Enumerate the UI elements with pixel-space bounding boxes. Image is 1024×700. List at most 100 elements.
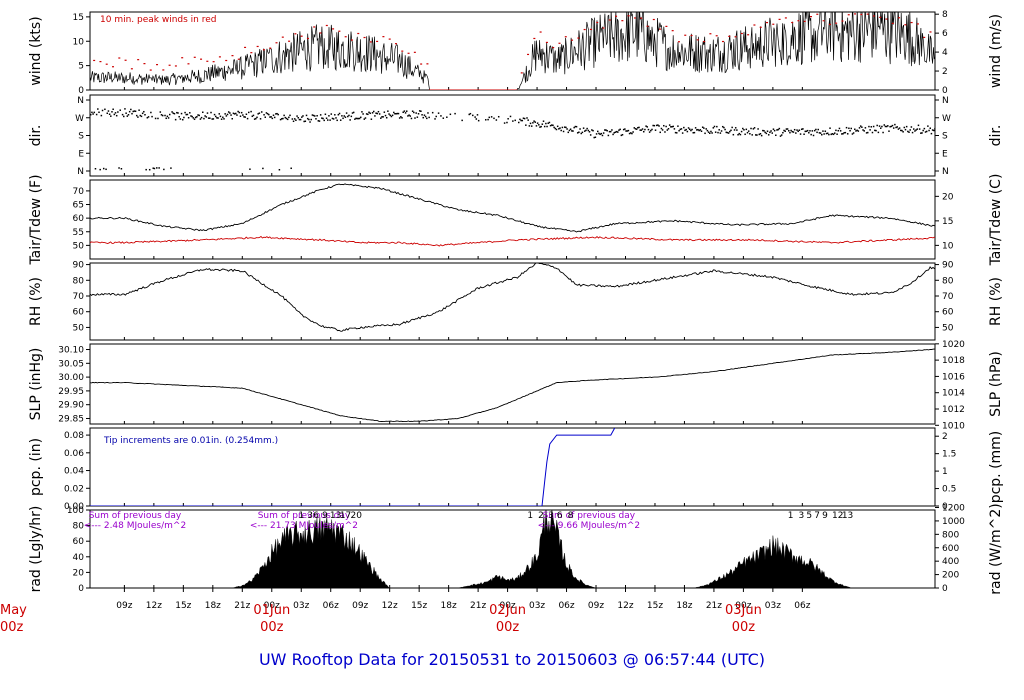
dir-point — [887, 125, 889, 127]
dir-point — [878, 125, 881, 127]
dir-point — [762, 129, 764, 132]
wind-peak-point — [872, 15, 875, 17]
wind-peak-point — [608, 19, 611, 21]
dir-point — [270, 116, 272, 118]
wind-peak-point — [294, 33, 297, 35]
dir-point — [170, 167, 172, 169]
dir-point — [211, 118, 213, 120]
day-label-line2: 00z — [732, 620, 756, 635]
temp-frame — [89, 179, 936, 260]
dir-point — [235, 112, 237, 115]
wind-ytick-left: 10 — [73, 37, 85, 47]
dir-point — [286, 118, 289, 121]
dir-point — [390, 115, 393, 118]
dir-point — [908, 131, 910, 133]
temp-series-1 — [90, 235, 935, 247]
wind-peak-point — [828, 23, 831, 26]
pcp-ytick-right: 1 — [942, 467, 948, 477]
dir-point — [437, 112, 440, 114]
pcp-ytick-right: 0.5 — [942, 485, 956, 495]
rad-ytick-right: 0 — [942, 584, 948, 594]
wind-ytick-right: 4 — [942, 48, 948, 58]
dir-point — [484, 119, 487, 121]
dir-point — [950, 128, 952, 129]
x-tick-label: 18z — [205, 601, 221, 611]
dir-point — [757, 128, 759, 130]
dir-point — [954, 131, 956, 133]
wind-peak-point — [571, 39, 574, 41]
dir-point — [773, 129, 776, 132]
dir-point — [277, 113, 279, 116]
dir-point — [895, 126, 897, 129]
panel-temp: Tair/Tdew (F) Tair/Tdew (C) 50 55 60 65 70 10 15… — [28, 174, 1004, 267]
dir-point — [645, 125, 647, 127]
wind-peak-point — [772, 23, 775, 25]
dir-point — [867, 131, 869, 134]
dir-point — [330, 113, 333, 115]
rh-frame — [89, 262, 936, 341]
dir-point — [535, 125, 538, 127]
dir-point — [389, 114, 391, 117]
dir-point — [299, 118, 302, 121]
dir-point — [934, 127, 935, 130]
dir-point — [561, 126, 564, 129]
dir-point — [663, 124, 665, 127]
wind-peak-point — [715, 35, 718, 37]
dir-point — [703, 127, 705, 129]
dir-point — [139, 114, 142, 117]
dir-point — [744, 133, 746, 136]
dir-point — [647, 128, 650, 131]
dir-point — [571, 130, 573, 132]
dir-point — [91, 111, 93, 114]
dir-point — [407, 115, 409, 117]
dir-point — [311, 114, 314, 116]
dir-point — [907, 130, 909, 133]
dir-point — [245, 113, 248, 115]
dir-point — [914, 130, 916, 132]
dir-point — [691, 128, 693, 131]
wind-peak-point — [187, 63, 190, 65]
dir-ytick-left: S — [78, 132, 84, 142]
wind-peak-point — [545, 41, 548, 44]
dir-point — [276, 112, 278, 115]
dir-point — [159, 111, 162, 113]
wind-peak-point — [703, 40, 706, 43]
dir-point — [587, 129, 590, 132]
rh-ytick-left: 70 — [73, 292, 85, 302]
dir-point — [823, 133, 825, 135]
dir-point — [210, 111, 212, 114]
panel-pcp: pcp. (in) pcp. (mm) 0.00 0.02 0.04 0.06 0.08 0 0… — [28, 427, 1004, 512]
wind-peak-point — [904, 24, 907, 26]
dir-point — [606, 129, 608, 132]
dir-point — [244, 116, 246, 118]
dir-point — [551, 124, 553, 126]
dir-point — [600, 132, 603, 135]
dir-point — [187, 116, 190, 119]
dir-point — [697, 128, 699, 131]
dir-point — [572, 130, 574, 132]
dir-point — [872, 125, 875, 128]
dir-point — [203, 117, 205, 120]
dir-point — [902, 131, 904, 133]
dir-point — [759, 132, 762, 135]
dir-point — [426, 117, 428, 120]
dir-point — [809, 130, 811, 132]
wind-peak-point — [633, 17, 636, 19]
dir-point — [628, 132, 631, 135]
dir-point — [384, 114, 387, 117]
wind-peak-point — [847, 14, 850, 16]
dir-point — [246, 117, 249, 120]
dir-point — [137, 116, 139, 118]
dir-point — [469, 112, 472, 115]
wind-peak-point — [721, 40, 724, 43]
x-tick-label: 09z — [352, 601, 368, 611]
dir-point — [837, 129, 840, 132]
dir-point — [156, 167, 158, 169]
dir-point — [874, 129, 876, 132]
wind-peak-point — [627, 15, 630, 17]
dir-point — [337, 113, 340, 116]
pcp-series-line — [90, 428, 616, 506]
dir-point — [567, 131, 570, 134]
wind-peak-point — [747, 34, 750, 36]
dir-ytick-left: N — [77, 167, 84, 177]
